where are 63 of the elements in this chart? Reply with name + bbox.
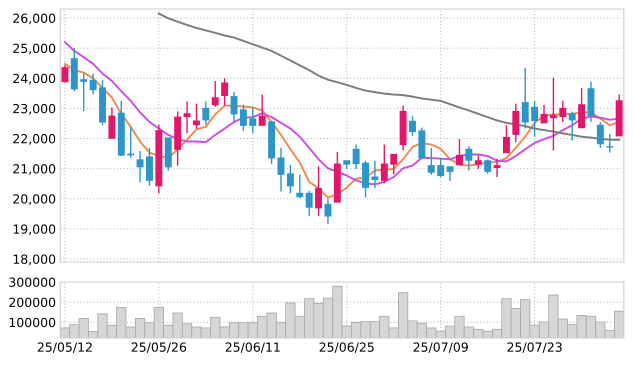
candlestick	[578, 87, 586, 128]
candlestick	[202, 100, 210, 126]
candlestick	[240, 104, 247, 132]
candlestick	[380, 144, 388, 184]
candlestick	[606, 133, 614, 154]
y-tick-label: 300000	[9, 277, 56, 287]
x-tick-label: 25/07/23	[507, 342, 562, 353]
y-tick-label: 26,000	[13, 14, 56, 24]
candlestick	[474, 154, 482, 170]
x-tick-label: 25/05/12	[38, 342, 92, 353]
candlestick	[540, 104, 548, 124]
x-tick-label: 25/05/26	[132, 342, 186, 353]
y-tick-label: 19,000	[14, 224, 56, 236]
candlestick	[230, 91, 238, 122]
y-tick-label: 200000	[9, 298, 56, 308]
candlestick	[146, 147, 153, 186]
candlestick	[108, 106, 116, 139]
candlestick	[258, 94, 266, 126]
candlestick	[428, 147, 435, 176]
candlestick	[371, 160, 378, 189]
y-tick-label: 18,000	[14, 254, 56, 266]
candlestick	[531, 100, 538, 138]
candlestick	[568, 111, 576, 142]
candlestick	[286, 164, 294, 194]
candlestick	[596, 121, 604, 149]
candlestick	[390, 153, 398, 176]
candlestick	[446, 166, 454, 182]
candlestick	[559, 100, 566, 123]
candlestick	[409, 116, 416, 136]
y-tick-label: 21,000	[13, 164, 56, 175]
candlestick	[456, 138, 463, 166]
candlestick	[315, 166, 322, 217]
y-tick-label: 100000	[10, 318, 56, 328]
candlestick	[550, 76, 557, 152]
candlestick	[80, 72, 88, 112]
y-tick-label: 24,000	[13, 74, 56, 84]
candlestick	[212, 80, 219, 108]
candlestick	[484, 158, 492, 174]
y-tick-label: 20,000	[13, 194, 56, 205]
candlestick	[249, 106, 256, 134]
candlestick	[184, 100, 191, 134]
candlestick	[61, 64, 68, 84]
x-tick-label: 25/06/25	[320, 342, 374, 353]
candlestick	[136, 150, 144, 184]
candlestick	[522, 67, 529, 130]
y-tick-label: 22,000	[13, 134, 56, 145]
candlestick	[127, 126, 134, 158]
candlestick	[192, 102, 200, 130]
candlestick	[512, 102, 520, 143]
candlestick	[278, 147, 284, 192]
y-tick-label: 25,000	[13, 44, 56, 54]
candlestick	[494, 158, 501, 178]
x-tick-label: 25/07/09	[414, 342, 468, 353]
candlestick	[306, 190, 313, 217]
y-tick-label: 23,000	[13, 104, 56, 115]
candlestick	[221, 78, 228, 106]
candlestick	[324, 198, 332, 225]
candlestick	[437, 157, 444, 178]
x-tick-label: 25/06/11	[226, 342, 280, 353]
candlestick	[90, 72, 97, 96]
candlestick	[465, 146, 472, 172]
candlestick	[352, 144, 360, 170]
candlestick	[502, 124, 510, 154]
